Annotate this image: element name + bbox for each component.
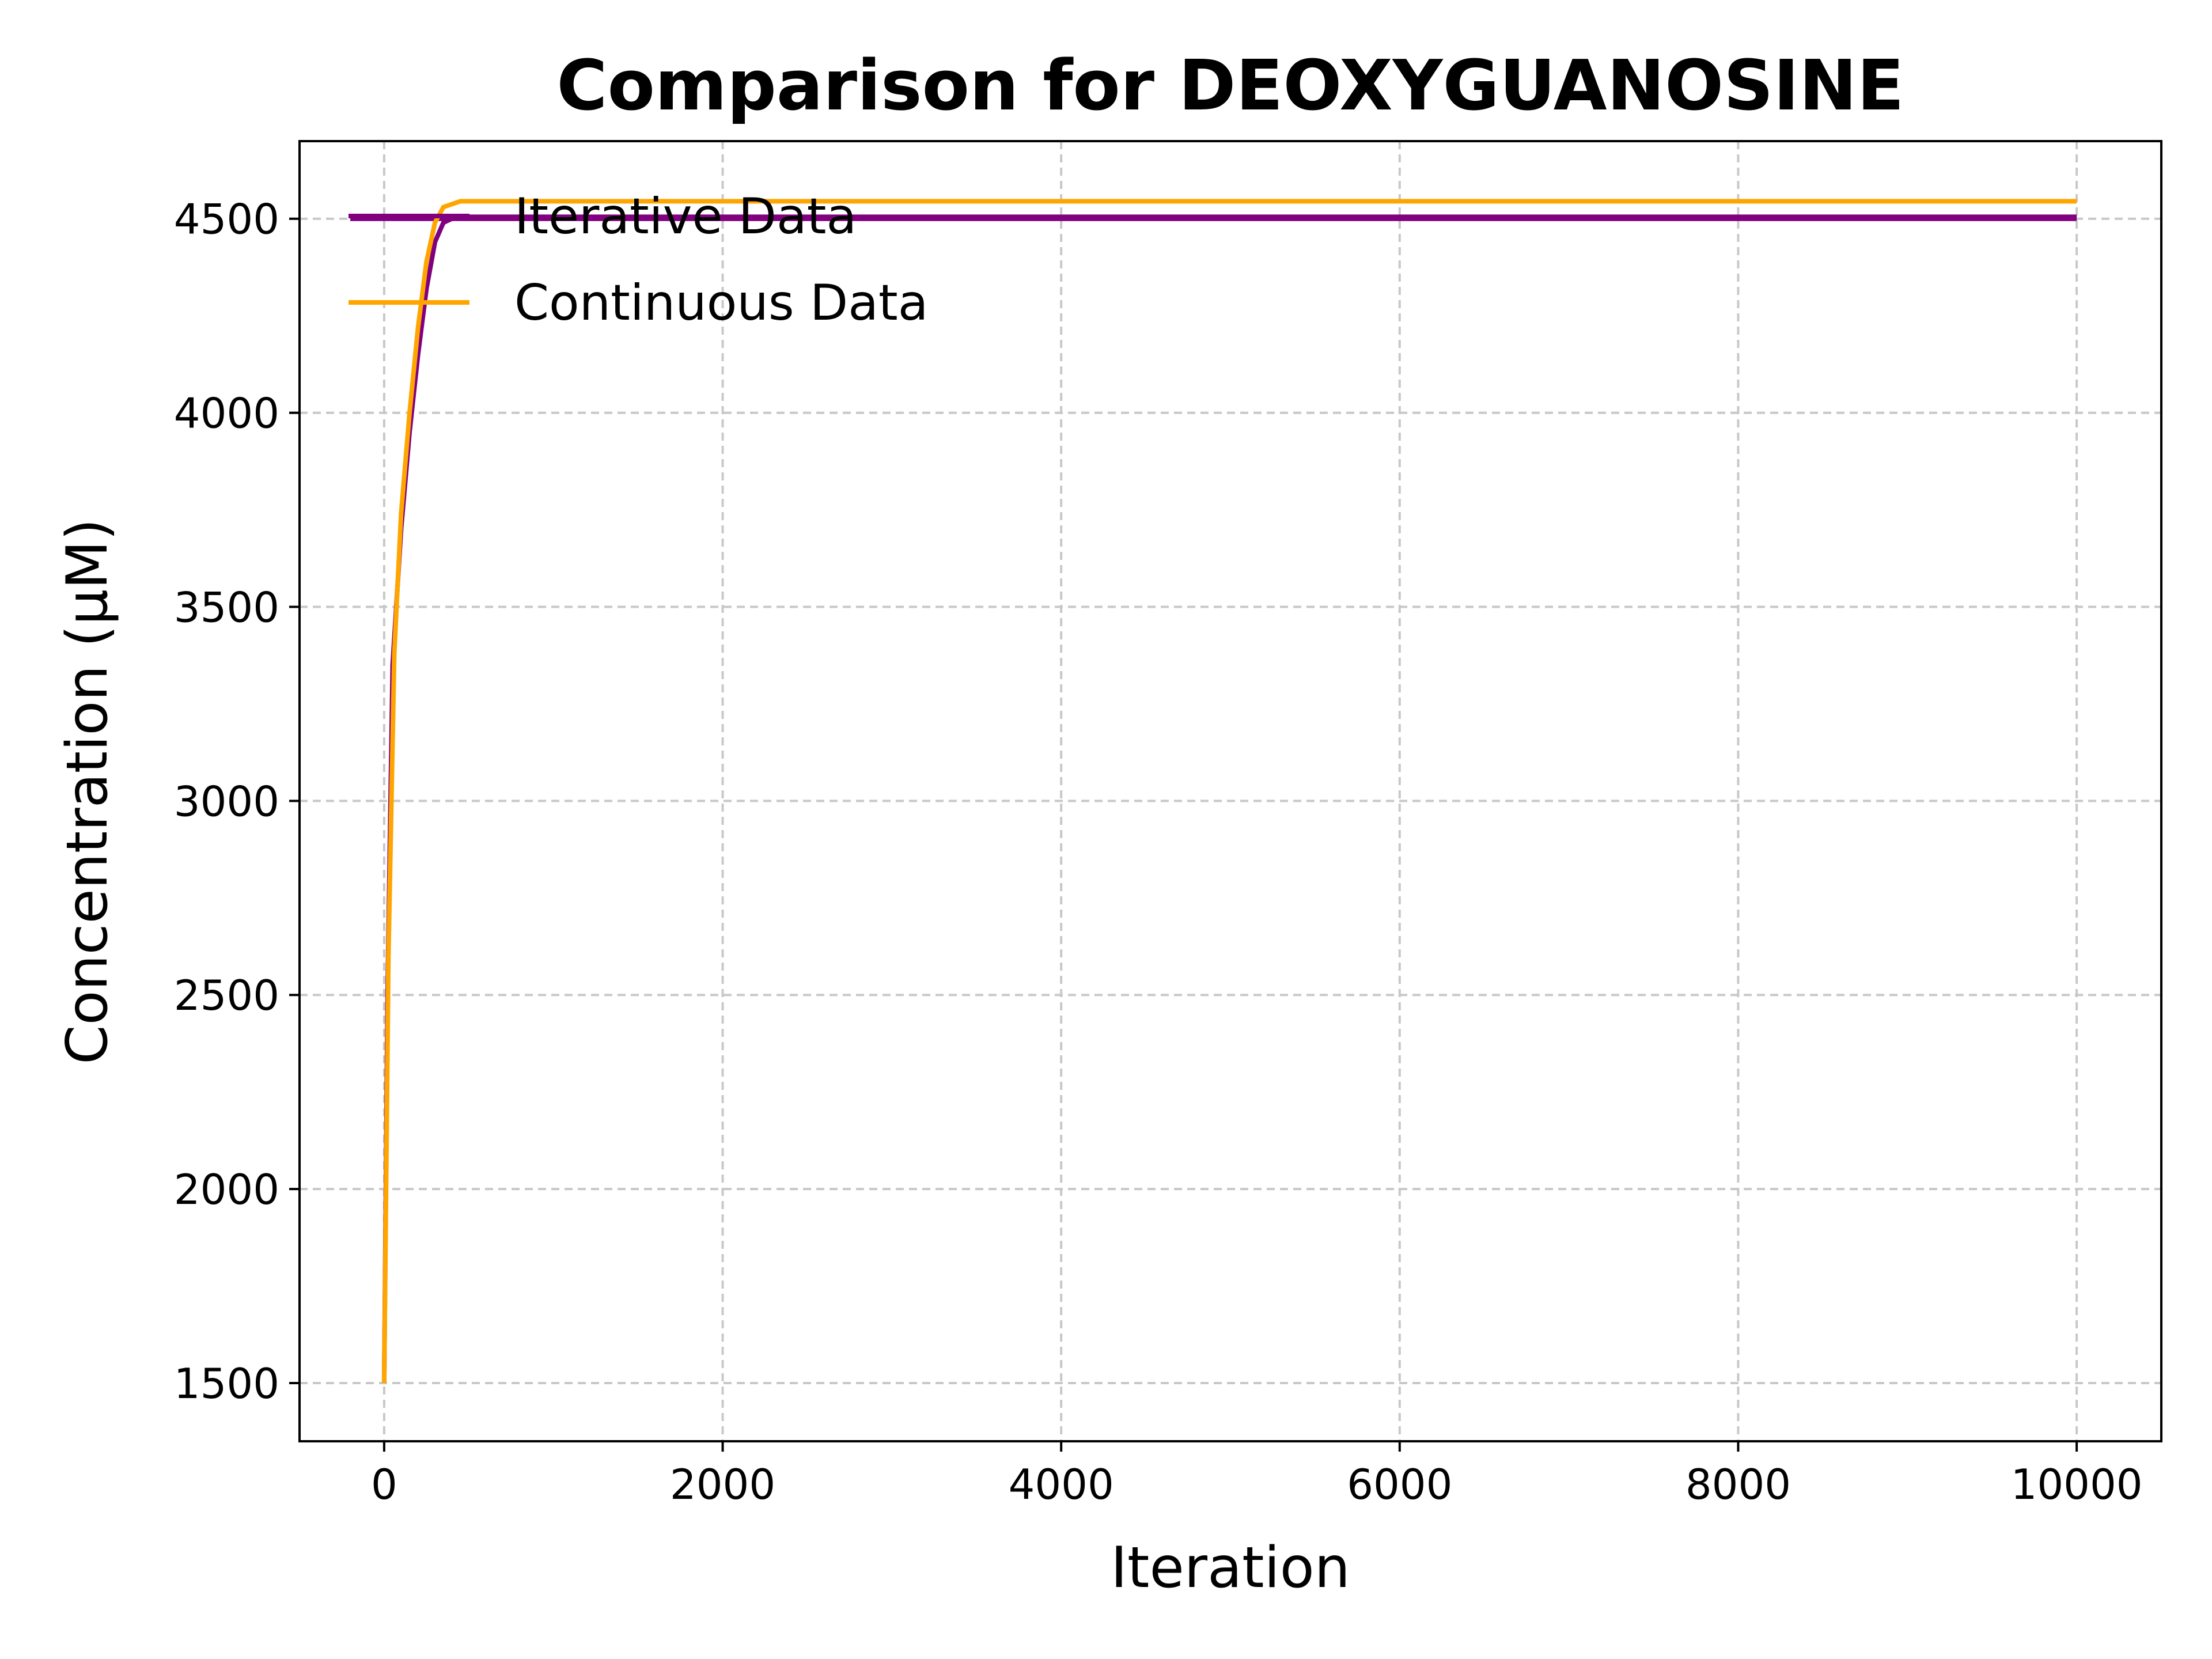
x-tick-label: 0 <box>371 1460 397 1509</box>
x-tick-label: 10000 <box>2011 1460 2143 1509</box>
y-tick-label: 2500 <box>174 971 279 1020</box>
chart-title: Comparison for DEOXYGUANOSINE <box>556 46 1904 126</box>
tick-layer: 0 2000 4000 6000 8000 10000 1500 2000 2500 3000 35… <box>174 195 2143 1509</box>
plot-frame <box>298 140 2162 1442</box>
legend: Iterative Data Continuous Data <box>349 188 928 332</box>
series-layer <box>350 199 2077 1383</box>
y-axis-label: Concentration (μM) <box>55 518 120 1065</box>
y-tick-label: 4000 <box>174 389 279 438</box>
y-tick-label: 3000 <box>174 777 279 825</box>
legend-label-iterative: Iterative Data <box>514 188 857 245</box>
y-tick-label: 2000 <box>174 1165 279 1214</box>
x-tick-label: 2000 <box>670 1460 775 1509</box>
x-tick-label: 4000 <box>1009 1460 1114 1509</box>
y-tick-label: 4500 <box>174 195 279 244</box>
series-line-continuous-data-2 <box>381 199 2077 1383</box>
grid-layer <box>300 141 2161 1441</box>
x-tick-label: 6000 <box>1347 1460 1452 1509</box>
legend-label-continuous: Continuous Data <box>514 274 928 332</box>
y-tick-label: 3500 <box>174 583 279 631</box>
y-tick-label: 1500 <box>174 1359 279 1408</box>
x-axis-label: Iteration <box>1111 1535 1350 1601</box>
x-tick-label: 8000 <box>1685 1460 1791 1509</box>
